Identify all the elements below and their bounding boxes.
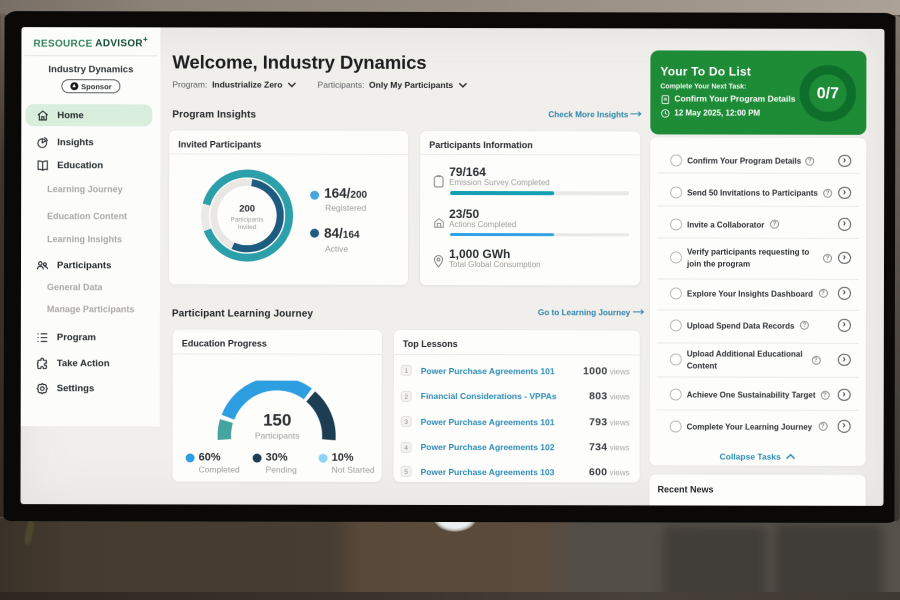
- svg-text:Invited: Invited: [238, 224, 257, 231]
- svg-text:200: 200: [239, 204, 255, 215]
- svg-text:Participants: Participants: [231, 217, 264, 224]
- svg-text:0/7: 0/7: [816, 85, 838, 102]
